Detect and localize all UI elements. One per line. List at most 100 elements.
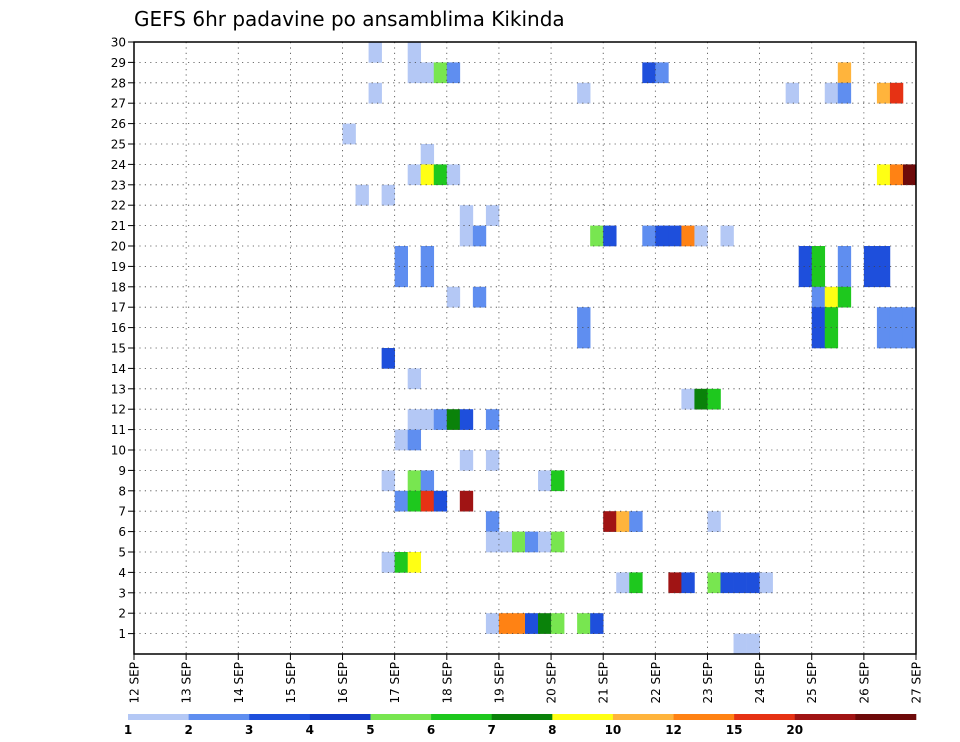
colorbar-swatch — [188, 714, 250, 720]
data-cell — [629, 572, 643, 594]
y-tick-label: 14 — [111, 362, 126, 376]
data-cell — [876, 164, 891, 186]
y-tick-label: 12 — [111, 403, 126, 417]
data-cell — [485, 613, 500, 634]
data-cell — [707, 388, 721, 410]
data-cell — [902, 307, 917, 328]
data-cell — [720, 572, 734, 594]
data-cell — [590, 613, 604, 634]
x-tick-label: 23 SEP — [701, 662, 715, 704]
y-tick-label: 6 — [118, 525, 126, 539]
x-tick-label: 22 SEP — [649, 662, 663, 704]
colorbar-swatch — [673, 714, 735, 720]
data-cell — [889, 82, 904, 104]
data-cell — [733, 572, 747, 594]
data-cell — [902, 164, 917, 186]
x-tick-label: 17 SEP — [388, 662, 402, 704]
data-cell — [876, 307, 891, 328]
y-tick-label: 19 — [111, 260, 126, 274]
data-cell — [824, 307, 839, 328]
data-cell — [876, 327, 891, 349]
colorbar-label: 15 — [726, 723, 743, 737]
data-cell — [616, 511, 630, 532]
y-axis: 1234567891011121314151617181920212223242… — [111, 36, 134, 641]
data-cell — [889, 307, 904, 328]
colorbar-swatch — [431, 714, 492, 720]
data-cell — [603, 511, 617, 532]
data-cell — [863, 266, 878, 288]
colorbar-swatch — [612, 714, 674, 720]
data-cell — [629, 511, 643, 532]
data-cell — [655, 225, 669, 247]
data-cell — [785, 82, 799, 104]
data-cell — [381, 470, 395, 492]
data-cell — [407, 490, 422, 512]
colorbar-swatch — [128, 714, 189, 720]
data-cell — [407, 429, 422, 451]
data-cell — [577, 327, 591, 349]
y-tick-label: 21 — [111, 219, 126, 233]
colorbar-label: 12 — [665, 723, 682, 737]
data-cell — [837, 62, 852, 84]
data-cell — [577, 613, 591, 634]
data-cell — [459, 205, 474, 226]
x-tick-label: 27 SEP — [910, 662, 924, 704]
colorbar-swatch — [491, 714, 553, 720]
data-cell — [485, 450, 500, 471]
data-cell — [355, 184, 369, 206]
data-cell — [511, 531, 526, 553]
y-tick-label: 3 — [118, 586, 126, 600]
y-tick-label: 5 — [118, 546, 126, 560]
data-cell — [538, 470, 552, 492]
data-cell — [577, 82, 591, 104]
data-cell — [381, 348, 395, 369]
data-cell — [642, 225, 656, 247]
data-cell — [811, 266, 826, 288]
data-cell — [707, 572, 721, 594]
data-cell — [811, 327, 826, 349]
data-cell — [746, 633, 760, 655]
x-tick-label: 13 SEP — [180, 662, 194, 704]
data-cell — [472, 225, 487, 247]
data-cell — [394, 266, 408, 288]
data-cell — [459, 409, 474, 430]
grid-layer — [134, 42, 916, 654]
data-cell — [420, 470, 435, 492]
data-cell — [837, 286, 852, 308]
y-tick-label: 27 — [111, 97, 126, 111]
y-tick-label: 22 — [111, 199, 126, 213]
data-cell — [407, 42, 422, 63]
y-tick-label: 10 — [111, 444, 126, 458]
data-cell — [551, 531, 565, 553]
data-cell — [863, 246, 878, 267]
y-tick-label: 16 — [111, 321, 126, 335]
colorbar-label: 2 — [184, 723, 192, 737]
x-tick-label: 18 SEP — [440, 662, 454, 704]
data-cell — [616, 572, 630, 594]
colorbar-label: 8 — [548, 723, 556, 737]
data-cell — [498, 531, 513, 553]
x-tick-label: 12 SEP — [128, 662, 142, 704]
data-cell — [811, 246, 826, 267]
colorbar-label: 1 — [124, 723, 132, 737]
data-cell — [420, 164, 435, 186]
data-cell — [590, 225, 604, 247]
data-cell — [433, 164, 448, 186]
data-cell — [407, 164, 422, 186]
data-cell — [446, 62, 461, 84]
x-tick-label: 21 SEP — [597, 662, 611, 704]
data-cell — [485, 511, 500, 532]
data-cell — [407, 62, 422, 84]
y-tick-label: 15 — [111, 342, 126, 356]
y-tick-label: 4 — [118, 566, 126, 580]
data-cell — [381, 552, 395, 573]
y-tick-label: 23 — [111, 178, 126, 192]
data-cell — [655, 62, 669, 84]
data-cell — [798, 266, 813, 288]
x-tick-label: 25 SEP — [805, 662, 819, 704]
colorbar-label: 6 — [427, 723, 435, 737]
data-cell — [525, 531, 539, 553]
y-tick-label: 1 — [118, 627, 126, 641]
data-cell — [394, 490, 408, 512]
